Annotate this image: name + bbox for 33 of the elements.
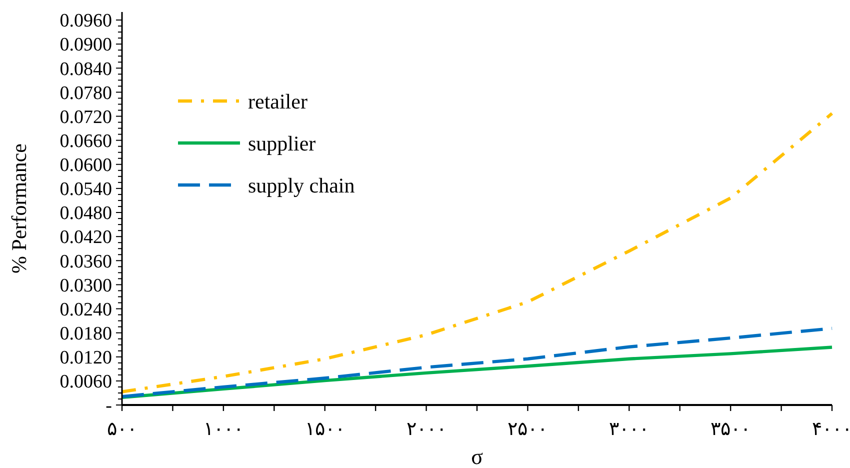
y-tick-label: 0.0900	[60, 34, 112, 56]
y-tick-label: -	[106, 396, 112, 417]
y-tick-label: 0.0540	[60, 179, 112, 200]
y-tick-label: 0.0300	[60, 275, 112, 296]
x-tick-label: ۵۰۰	[107, 419, 137, 440]
y-tick-label: 0.0120	[60, 348, 112, 369]
y-tick-label: 0.0420	[60, 227, 112, 248]
y-tick-label: 0.0660	[60, 130, 112, 152]
y-tick-label: 0.0960	[60, 10, 112, 32]
x-tick-label: ۱۵۰۰	[304, 419, 345, 440]
y-tick-label: 0.0720	[60, 106, 112, 128]
y-tick-label: 0.0780	[60, 82, 112, 104]
y-tick-label: 0.0840	[60, 58, 112, 80]
line-series	[120, 112, 834, 394]
line-series	[120, 326, 834, 398]
x-tick-label: ۴۰۰۰	[812, 419, 850, 440]
x-tick-label: ۲۰۰۰	[406, 419, 446, 440]
line-series	[120, 346, 834, 399]
y-tick-label: 0.0180	[60, 323, 112, 344]
legend-label: supply chain	[248, 173, 356, 198]
y-tick-label: 0.0240	[60, 299, 112, 320]
x-tick-label: ۳۰۰۰	[609, 419, 650, 440]
x-tick-label: ۲۵۰۰	[508, 419, 548, 440]
x-tick-label: ۱۰۰۰	[203, 419, 244, 440]
y-tick-label: 0.0600	[60, 155, 112, 176]
y-tick-label: 0.0360	[60, 251, 112, 272]
y-axis-title: % Performance	[7, 143, 31, 274]
legend-label: supplier	[248, 131, 316, 156]
x-axis-title: σ	[471, 444, 484, 468]
legend-label: retailer	[248, 89, 308, 114]
y-tick-label: 0.0060	[60, 372, 112, 393]
x-tick-label: ۳۵۰۰	[710, 419, 751, 440]
y-tick-label: 0.0480	[60, 203, 112, 224]
